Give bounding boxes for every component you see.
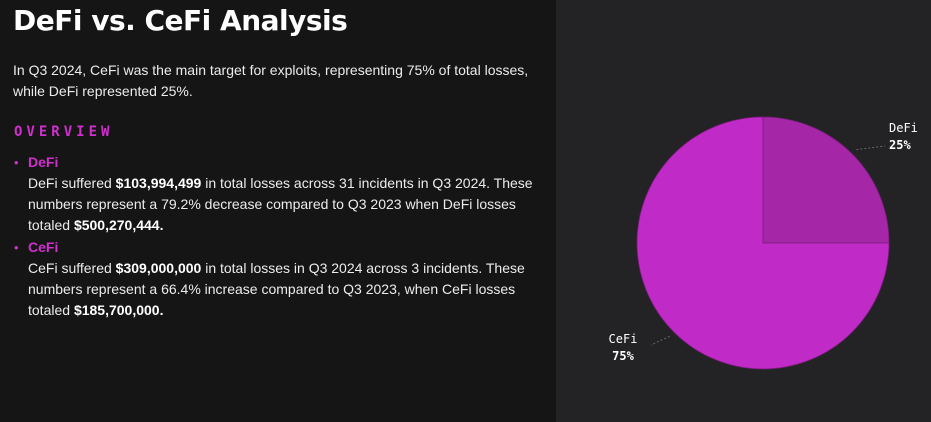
defi-heading: DeFi <box>28 154 59 170</box>
slice-label-defi: DeFi <box>889 121 918 135</box>
cefi-overview-item: • CeFi CeFi suffered $309,000,000 in tot… <box>14 237 534 321</box>
page-title: DeFi vs. CeFi Analysis <box>13 4 348 37</box>
pie-slice-defi <box>762 116 890 244</box>
slice-label-cefi: CeFi <box>609 332 638 346</box>
pie-slice-cefi <box>636 116 890 370</box>
bullet-icon: • <box>14 155 19 170</box>
text-panel: DeFi vs. CeFi Analysis In Q3 2024, CeFi … <box>13 4 534 321</box>
defi-description: DeFi suffered $103,994,499 in total loss… <box>28 175 533 233</box>
defi-overview-item: • DeFi DeFi suffered $103,994,499 in tot… <box>14 152 534 236</box>
chart-panel: DeFi 25% CeFi 75% <box>556 0 931 422</box>
cefi-heading: CeFi <box>28 239 59 255</box>
cefi-description: CeFi suffered $309,000,000 in total loss… <box>28 260 525 318</box>
bullet-icon: • <box>14 240 19 255</box>
slice-value-defi: 25% <box>889 138 911 152</box>
leader-line-cefi <box>650 335 670 346</box>
intro-paragraph: In Q3 2024, CeFi was the main target for… <box>13 62 529 99</box>
leader-line-defi <box>856 145 886 151</box>
slice-value-cefi: 75% <box>612 349 634 363</box>
overview-heading: OVERVIEW <box>14 124 114 140</box>
pie-chart: DeFi 25% CeFi 75% <box>609 116 918 370</box>
